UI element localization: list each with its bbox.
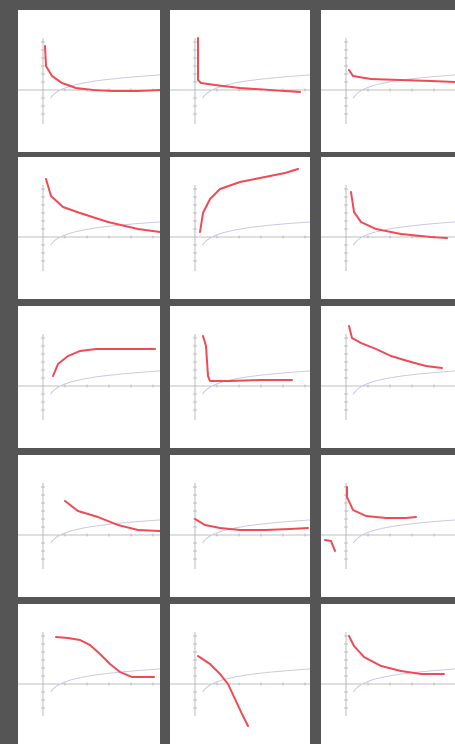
reference-curve: [352, 370, 455, 395]
drawn-curve: [194, 518, 309, 531]
drawn-curve: [52, 348, 156, 377]
reference-curve: [50, 370, 160, 395]
sketch-canvas[interactable]: [321, 10, 455, 152]
reference-curve: [352, 519, 455, 544]
sketch-panel-r5c3[interactable]: [321, 604, 455, 744]
sketch-panel-r4c1[interactable]: [18, 455, 160, 597]
drawn-curve: [348, 325, 443, 369]
sketch-panel-r1c3[interactable]: [321, 10, 455, 152]
sketch-panel-r5c2[interactable]: [170, 604, 310, 744]
drawn-curve: [197, 655, 249, 727]
reference-curve: [202, 519, 310, 544]
sketch-canvas[interactable]: [18, 455, 160, 597]
sketch-panel-r2c3[interactable]: [321, 157, 455, 299]
drawn-curve: [348, 69, 455, 83]
sketch-canvas[interactable]: [170, 455, 310, 597]
drawn-curve: [44, 45, 160, 92]
sketch-panel-r1c2[interactable]: [170, 10, 310, 152]
drawn-curve: [348, 635, 445, 675]
sketch-canvas[interactable]: [321, 604, 455, 744]
sketch-canvas[interactable]: [170, 306, 310, 448]
reference-curve: [202, 370, 310, 395]
reference-curve: [352, 221, 455, 246]
sketch-canvas[interactable]: [170, 604, 310, 744]
sketch-canvas[interactable]: [18, 157, 160, 299]
sketch-canvas[interactable]: [321, 455, 455, 597]
reference-curve: [202, 668, 310, 693]
reference-curve: [50, 221, 160, 246]
drawn-curve: [64, 500, 160, 532]
drawn-curve: [199, 168, 299, 233]
drawn-curve: [346, 486, 417, 519]
drawn-curve: [197, 37, 301, 93]
drawn-curve: [45, 178, 160, 233]
reference-curve: [50, 74, 160, 99]
reference-curve: [50, 668, 160, 693]
sketch-panel-r5c1[interactable]: [18, 604, 160, 744]
sketch-canvas[interactable]: [18, 10, 160, 152]
sketch-canvas[interactable]: [18, 306, 160, 448]
sketch-canvas[interactable]: [18, 604, 160, 744]
sketch-panel-r1c1[interactable]: [18, 10, 160, 152]
reference-curve: [202, 221, 310, 246]
sketch-panel-r4c3[interactable]: [321, 455, 455, 597]
sketch-canvas[interactable]: [321, 306, 455, 448]
sketch-canvas[interactable]: [321, 157, 455, 299]
drawn-curve: [202, 335, 293, 382]
drawn-curve: [350, 191, 448, 239]
drawn-curve: [324, 539, 336, 552]
sketch-panel-r2c2[interactable]: [170, 157, 310, 299]
sketch-panel-r3c3[interactable]: [321, 306, 455, 448]
drawn-curve: [55, 636, 155, 678]
sketch-panel-r2c1[interactable]: [18, 157, 160, 299]
sketch-canvas[interactable]: [170, 157, 310, 299]
reference-curve: [202, 74, 310, 99]
sketch-panel-r3c2[interactable]: [170, 306, 310, 448]
reference-curve: [352, 668, 455, 693]
sketch-panel-r4c2[interactable]: [170, 455, 310, 597]
sketch-panel-r3c1[interactable]: [18, 306, 160, 448]
sketch-canvas[interactable]: [170, 10, 310, 152]
reference-curve: [50, 519, 160, 544]
